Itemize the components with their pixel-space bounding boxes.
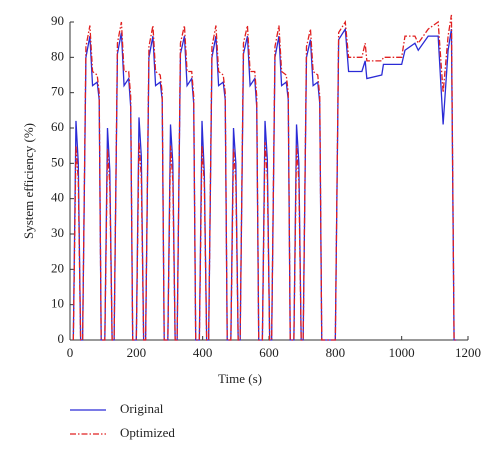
y-tick-label: 70 — [51, 84, 64, 99]
x-tick-label: 400 — [193, 345, 213, 360]
legend-label: Original — [120, 401, 164, 416]
x-tick-label: 800 — [326, 345, 346, 360]
y-tick-label: 40 — [51, 190, 64, 205]
x-tick-label: 200 — [127, 345, 147, 360]
y-tick-label: 90 — [51, 13, 64, 28]
y-tick-label: 60 — [51, 119, 64, 134]
y-tick-label: 0 — [58, 331, 65, 346]
x-axis-label: Time (s) — [218, 371, 262, 386]
y-tick-label: 30 — [51, 225, 64, 240]
y-tick-label: 20 — [51, 260, 64, 275]
series-line — [72, 27, 457, 341]
y-axis-label: System efficiency (%) — [21, 123, 36, 239]
series-line — [72, 14, 457, 341]
x-tick-label: 0 — [67, 345, 74, 360]
y-tick-label: 80 — [51, 48, 64, 63]
y-tick-label: 50 — [51, 154, 64, 169]
x-tick-label: 1200 — [455, 345, 481, 360]
legend-label: Optimized — [120, 425, 175, 440]
x-tick-label: 600 — [259, 345, 279, 360]
x-tick-label: 1000 — [389, 345, 415, 360]
y-tick-label: 10 — [51, 296, 64, 311]
